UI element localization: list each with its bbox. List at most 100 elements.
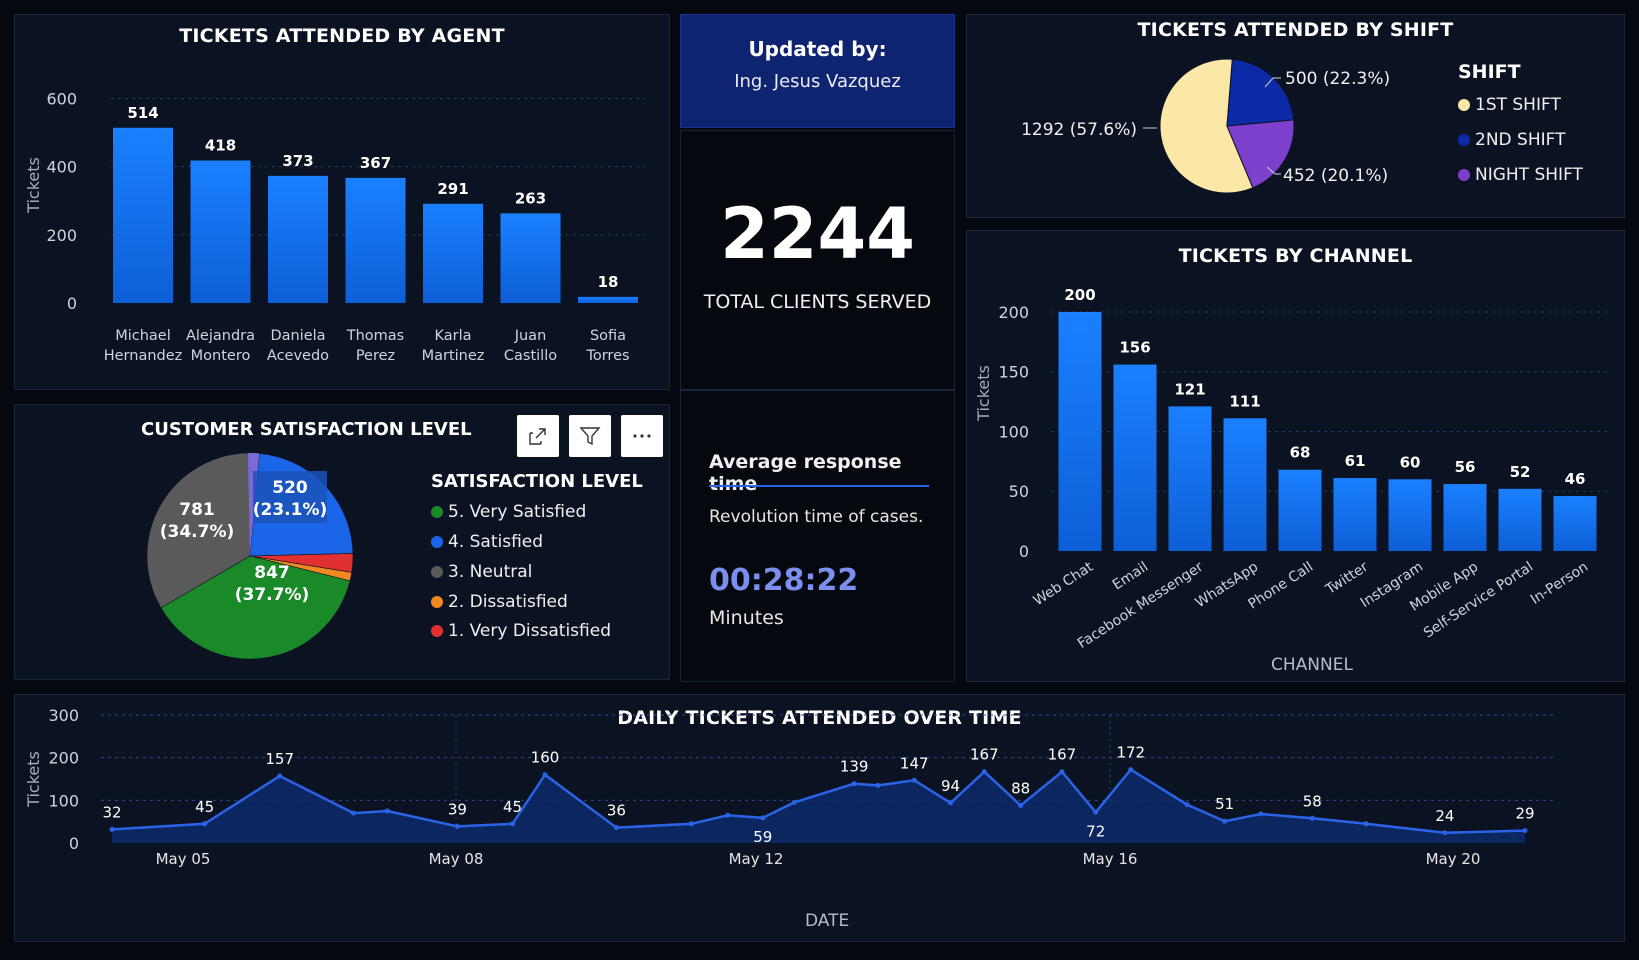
legend-label-1st-shift: 1ST SHIFT [1475, 95, 1561, 115]
response-time-title: Average response time [709, 451, 902, 495]
data-point [1363, 821, 1369, 827]
slice-percent-neutral: (34.7%) [160, 522, 235, 542]
x-tick-label: Acevedo [267, 348, 329, 364]
more-options-button[interactable] [621, 415, 663, 457]
data-label: 200 [1064, 286, 1095, 304]
x-tick-label: Torres [585, 348, 629, 364]
legend-item-satisfied[interactable]: 4. Satisfied [431, 532, 543, 552]
expand-icon [529, 428, 546, 445]
y-axis-label: Tickets [24, 751, 43, 808]
updated-by-label: Updated by: [748, 37, 887, 61]
data-label: 167 [1048, 746, 1077, 764]
legend-dot-neutral [431, 566, 443, 578]
bar-alejandra-montero [190, 160, 251, 303]
bar-self-service-portal [1498, 488, 1542, 551]
data-label: 32 [102, 803, 121, 821]
bar-karla-martinez [423, 203, 483, 303]
expand-button[interactable] [517, 415, 559, 457]
data-point [1128, 767, 1134, 773]
data-label: 172 [1116, 744, 1145, 762]
data-point [1018, 802, 1024, 808]
legend-item-night-shift[interactable]: NIGHT SHIFT [1458, 165, 1583, 185]
data-label: 139 [840, 758, 869, 776]
y-tick-label: 100 [48, 791, 79, 810]
y-axis-label: Tickets [24, 157, 43, 214]
bar-email [1113, 364, 1157, 551]
leader-line [1264, 77, 1281, 88]
shift-legend-title: SHIFT [1458, 61, 1521, 83]
data-label: 167 [970, 746, 999, 764]
x-tick-label: Sofia [590, 328, 626, 344]
more-options-icon [633, 434, 651, 438]
legend-label-dissatisfied: 2. Dissatisfied [448, 592, 568, 612]
agent-chart-title: TICKETS ATTENDED BY AGENT [179, 25, 505, 47]
legend-item-very-dissatisfied[interactable]: 1. Very Dissatisfied [431, 621, 611, 641]
y-tick-label: 300 [48, 706, 79, 725]
data-point [1093, 809, 1099, 815]
x-tick-label: Email [1110, 559, 1151, 594]
data-point [851, 781, 857, 787]
data-label: 51 [1215, 795, 1234, 813]
channel-bar-chart: 0 50 100 150 200 Tickets 200 Web Chat 156 Email 12… [974, 286, 1607, 652]
data-point [277, 773, 283, 779]
data-label: 58 [1303, 792, 1322, 810]
y-axis-label: Tickets [974, 365, 993, 422]
x-tick-label: Montero [191, 348, 251, 364]
legend-dot-dissatisfied [431, 596, 443, 608]
data-label: 111 [1229, 392, 1260, 410]
data-point [1442, 830, 1448, 836]
x-tick-label: May 08 [429, 850, 484, 868]
x-tick-label: Web Chat [1031, 559, 1097, 610]
legend-dot-2nd-shift [1458, 134, 1470, 146]
x-tick-label: May 05 [156, 850, 211, 868]
satisfied-label-bg [253, 471, 327, 523]
filter-icon [579, 427, 601, 446]
response-time-card: Average response time Revolution time of… [680, 390, 955, 682]
data-label: 373 [282, 152, 313, 170]
x-tick-label: Perez [356, 348, 395, 364]
leader-line [1266, 166, 1281, 175]
data-point [981, 769, 987, 775]
bar-whatsapp [1223, 418, 1267, 551]
daily-chart-panel: DAILY TICKETS ATTENDED OVER TIME 0 100 200… [14, 694, 1625, 942]
satisfaction-pie-chart: 520(23.1%) 781(34.7%) 847(37.7%) [146, 452, 354, 660]
legend-item-dissatisfied[interactable]: 2. Dissatisfied [431, 592, 568, 612]
y-tick-label: 0 [1019, 542, 1029, 561]
agent-chart-panel: TICKETS ATTENDED BY AGENT 0 200 400 600 Tick… [14, 14, 670, 390]
data-label: 45 [195, 798, 214, 816]
bar-juan-castillo [500, 213, 561, 303]
data-label: 46 [1565, 470, 1586, 488]
y-tick-label: 150 [998, 363, 1029, 382]
legend-item-neutral[interactable]: 3. Neutral [431, 562, 532, 582]
legend-dot-very-dissatisfied [431, 625, 443, 637]
legend-item-1st-shift[interactable]: 1ST SHIFT [1458, 95, 1561, 115]
y-tick-label: 600 [46, 89, 77, 108]
satisfaction-title: CUSTOMER SATISFACTION LEVEL [141, 419, 472, 440]
area-fill [112, 769, 1525, 843]
y-tick-label: 200 [48, 749, 79, 768]
updated-by-card: Updated by: Ing. Jesus Vazquez [680, 14, 955, 128]
data-label: 24 [1435, 807, 1454, 825]
legend-dot-night-shift [1458, 169, 1470, 181]
legend-dot-satisfied [431, 536, 443, 548]
x-tick-label: In-Person [1528, 559, 1591, 608]
y-tick-label: 50 [1009, 482, 1029, 501]
bar-in-person [1553, 496, 1597, 551]
y-tick-label: 100 [998, 422, 1029, 441]
data-point [109, 826, 115, 832]
data-point [454, 823, 460, 829]
shift-chart-title: TICKETS ATTENDED BY SHIFT [1137, 19, 1454, 41]
x-tick-label: May 20 [1426, 850, 1481, 868]
slice-5-very-satisfied [160, 555, 351, 660]
y-tick-label: 0 [67, 294, 77, 313]
slice-percent-very-satisfied: (37.7%) [235, 585, 310, 605]
legend-item-very-satisfied[interactable]: 5. Very Satisfied [431, 502, 586, 522]
legend-label-night-shift: NIGHT SHIFT [1475, 165, 1583, 185]
legend-item-2nd-shift[interactable]: 2ND SHIFT [1458, 130, 1565, 150]
filter-button[interactable] [569, 415, 611, 457]
satisfaction-panel: CUSTOMER SATISFACTION LEVEL 520 (23.1%) 78… [14, 404, 670, 680]
bar-web-chat [1058, 311, 1102, 551]
data-label: 45 [503, 798, 522, 816]
x-tick-label: Martinez [422, 348, 485, 364]
data-label: 18 [598, 273, 619, 291]
